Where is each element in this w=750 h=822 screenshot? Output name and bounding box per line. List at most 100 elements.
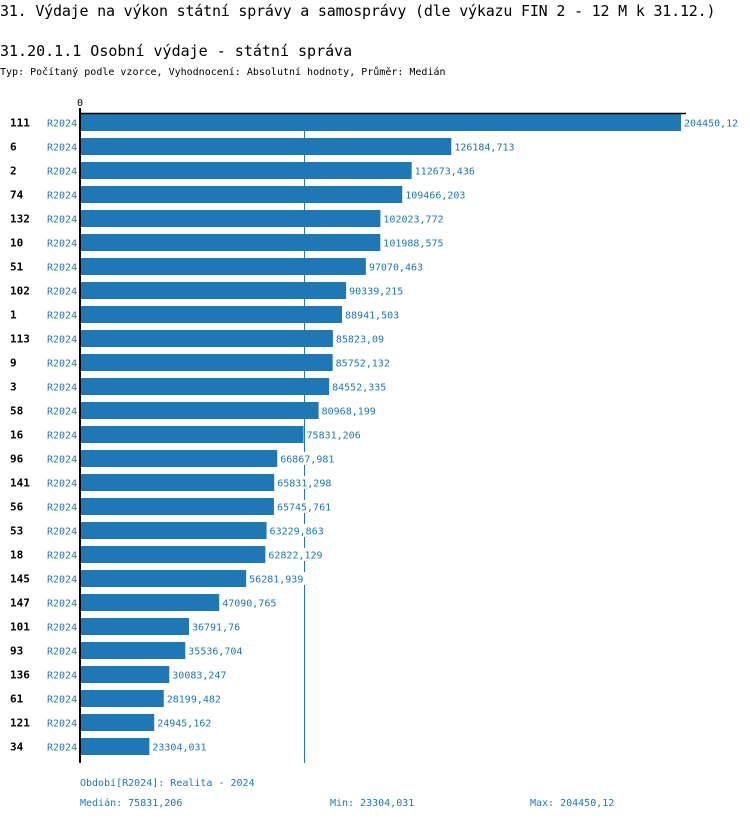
series-label: R2024 <box>47 335 77 346</box>
series-label: R2024 <box>47 239 77 250</box>
category-label: 101 <box>10 621 30 634</box>
category-label: 16 <box>10 429 24 442</box>
bar <box>81 426 304 443</box>
value-label-bg <box>320 404 378 417</box>
value-label-bg <box>156 716 214 729</box>
bar <box>81 714 155 731</box>
value-label: 101988,575 <box>383 239 443 250</box>
value-label: 75831,206 <box>307 431 361 442</box>
series-label: R2024 <box>47 287 77 298</box>
value-label-bg <box>279 452 337 465</box>
category-label: 132 <box>10 213 30 226</box>
category-label: 18 <box>10 549 23 562</box>
series-label: R2024 <box>47 479 77 490</box>
series-label: R2024 <box>47 743 77 754</box>
bar <box>81 450 278 467</box>
value-label-bg <box>334 356 392 369</box>
value-label: 62822,129 <box>268 551 322 562</box>
bar <box>81 114 681 131</box>
value-label: 80968,199 <box>322 407 376 418</box>
bar <box>81 642 186 659</box>
value-label-bg <box>248 572 306 585</box>
series-label: R2024 <box>47 167 77 178</box>
value-label-bg <box>165 692 223 705</box>
category-label: 74 <box>10 189 24 202</box>
bar <box>81 210 381 227</box>
bar <box>81 138 452 155</box>
value-label: 35536,704 <box>188 647 242 658</box>
value-label: 63229,863 <box>270 527 324 538</box>
bar <box>81 162 412 179</box>
value-label: 109466,203 <box>405 191 465 202</box>
bar <box>81 330 333 347</box>
category-label: 3 <box>10 381 17 394</box>
x-tick-label: 0 <box>77 98 83 109</box>
category-label: 93 <box>10 645 23 658</box>
bar <box>81 258 366 275</box>
value-label: 24945,162 <box>157 719 211 730</box>
category-label: 9 <box>10 357 17 370</box>
series-label: R2024 <box>47 119 77 130</box>
series-label: R2024 <box>47 647 77 658</box>
category-label: 61 <box>10 693 24 706</box>
bar <box>81 306 343 323</box>
value-label: 66867,981 <box>280 455 334 466</box>
bar <box>81 282 347 299</box>
footer-median: Medián: 75831,206 <box>80 798 183 809</box>
value-label: 102023,772 <box>383 215 443 226</box>
report-title: 31. Výdaje na výkon státní správy a samo… <box>0 2 716 20</box>
series-label: R2024 <box>47 263 77 274</box>
value-label: 85752,132 <box>336 359 390 370</box>
labels-layer: 111 R2024 204450,12 6 R2024 126184,713 2 R2024 1… <box>10 116 740 754</box>
value-label: 90339,215 <box>349 287 403 298</box>
category-label: 56 <box>10 501 24 514</box>
value-label-bg <box>171 668 229 681</box>
value-label-bg <box>382 212 446 225</box>
series-label: R2024 <box>47 599 77 610</box>
series-label: R2024 <box>47 143 77 154</box>
series-label: R2024 <box>47 311 77 322</box>
value-label-bg <box>276 476 334 489</box>
value-label-bg <box>344 308 401 321</box>
value-label-bg <box>683 116 740 129</box>
series-label: R2024 <box>47 695 77 706</box>
value-label: 85823,09 <box>336 335 384 346</box>
bar <box>81 498 274 515</box>
footer-period: Období[R2024]: Realita - 2024 <box>80 778 255 789</box>
value-label-bg <box>367 260 425 273</box>
series-label: R2024 <box>47 551 77 562</box>
category-label: 147 <box>10 597 30 610</box>
bar <box>81 186 403 203</box>
category-label: 1 <box>10 309 17 322</box>
value-label: 84552,335 <box>332 383 386 394</box>
category-label: 53 <box>10 525 23 538</box>
category-label: 102 <box>10 285 30 298</box>
footer-min: Min: 23304,031 <box>330 798 415 809</box>
category-label: 2 <box>10 165 17 178</box>
chart-subtitle: 31.20.1.1 Osobní výdaje - státní správa <box>0 42 353 60</box>
value-label: 30083,247 <box>172 671 226 682</box>
bar <box>81 402 319 419</box>
category-label: 6 <box>10 141 17 154</box>
value-label-bg <box>453 140 517 153</box>
value-label-bg <box>275 500 333 513</box>
value-label: 97070,463 <box>369 263 423 274</box>
series-label: R2024 <box>47 359 77 370</box>
value-label-bg <box>268 524 326 537</box>
value-label-bg <box>404 188 468 201</box>
series-label: R2024 <box>47 431 77 442</box>
value-label-bg <box>151 740 209 753</box>
value-label: 23304,031 <box>152 743 206 754</box>
series-label: R2024 <box>47 623 77 634</box>
value-label: 112673,436 <box>415 167 475 178</box>
bar <box>81 474 275 491</box>
series-label: R2024 <box>47 383 77 394</box>
value-label: 126184,713 <box>454 143 514 154</box>
value-label-bg <box>331 380 389 393</box>
bar <box>81 738 150 755</box>
series-label: R2024 <box>47 503 77 514</box>
value-label-bg <box>348 284 406 297</box>
value-label: 88941,503 <box>345 311 399 322</box>
bar <box>81 618 189 635</box>
